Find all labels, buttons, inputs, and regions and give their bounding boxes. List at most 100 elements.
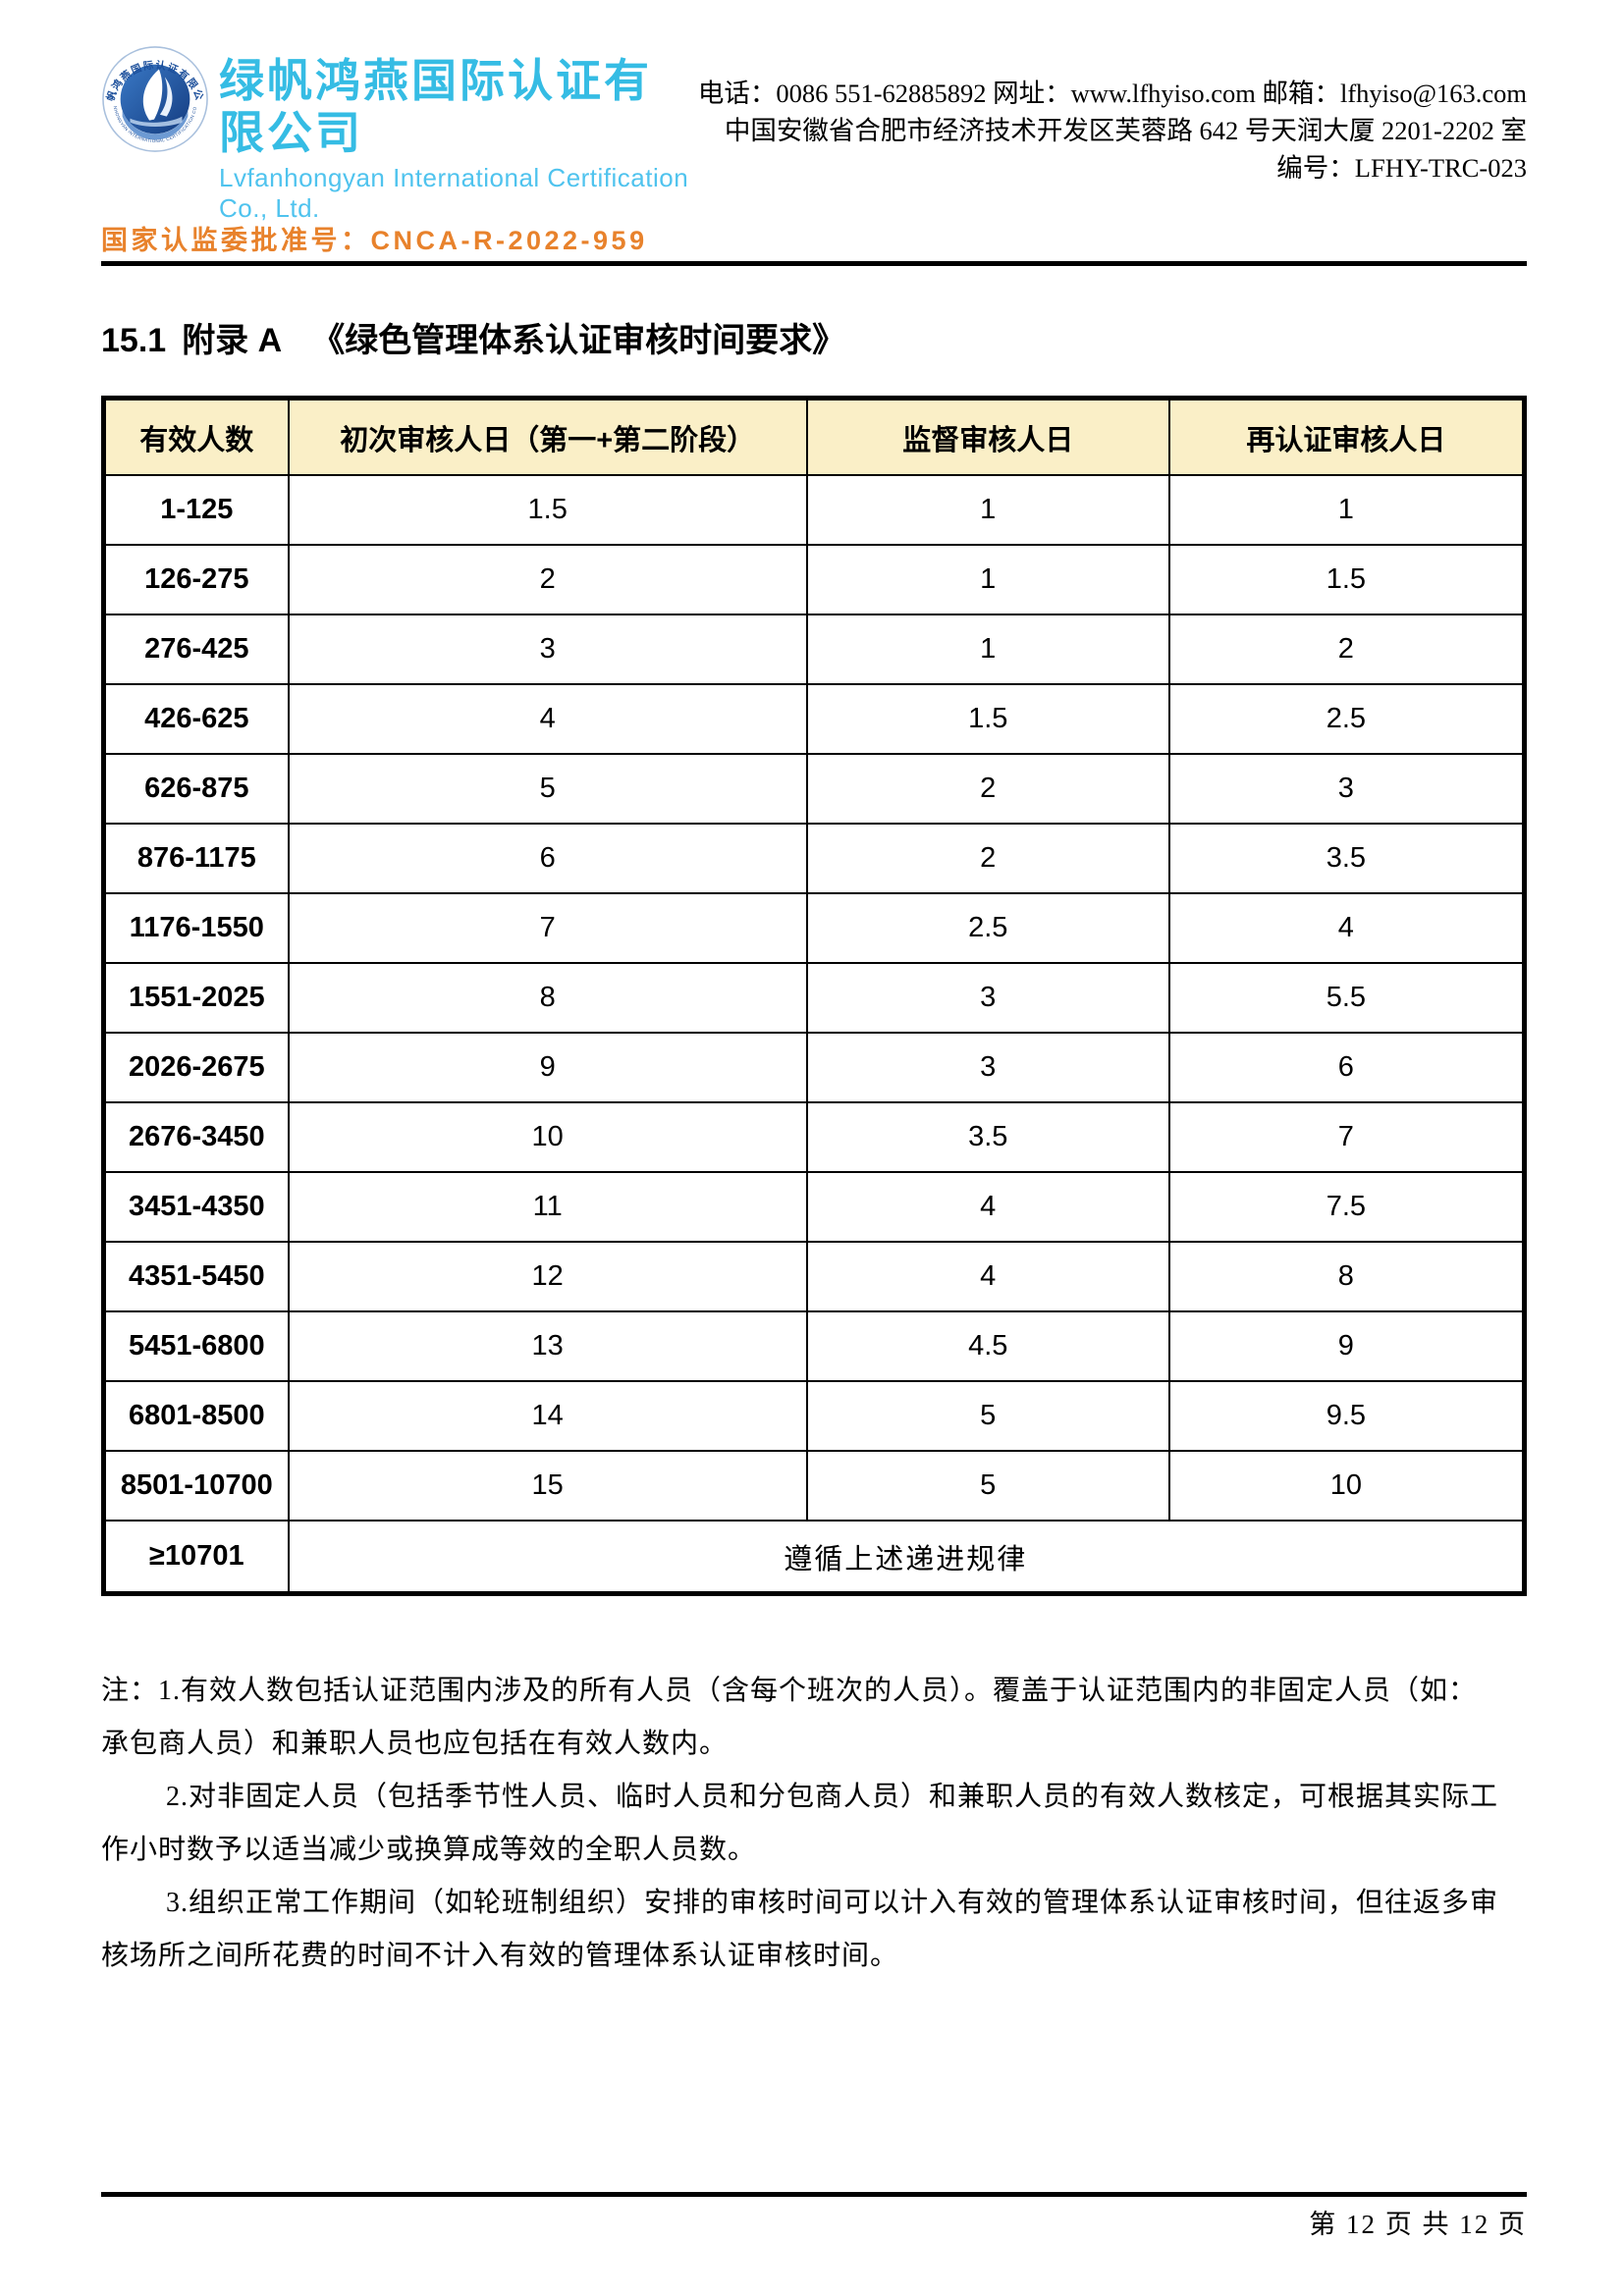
cell-range: 8501-10700	[102, 1450, 290, 1522]
cell-recert: 5.5	[1167, 962, 1526, 1035]
cell-surveillance: 1	[805, 474, 1170, 547]
cell-recert: 9.5	[1167, 1380, 1526, 1453]
cell-surveillance: 2	[805, 823, 1170, 895]
cell-surveillance: 1.5	[805, 683, 1170, 756]
cell-initial: 5	[287, 753, 808, 826]
cell-range: 426-625	[102, 683, 290, 756]
notes-block: 注：1.有效人数包括认证范围内涉及的所有人员（含每个班次的人员）。覆盖于认证范围…	[101, 1665, 1527, 1983]
appendix-name: 《绿色管理体系认证审核时间要求》	[311, 321, 846, 359]
cell-recert: 4	[1167, 892, 1526, 965]
cell-surveillance: 1	[805, 614, 1170, 686]
cell-surveillance: 2.5	[805, 892, 1170, 965]
cell-recert: 2	[1167, 614, 1526, 686]
audit-time-table: 有效人数 初次审核人日（第一+第二阶段） 监督审核人日 再认证审核人日 1-12…	[101, 395, 1527, 1596]
table-row: 426-625 4 1.5 2.5	[102, 683, 1526, 756]
cell-recert: 7.5	[1167, 1171, 1526, 1244]
cell-initial: 12	[287, 1241, 808, 1313]
section-number: 15.1	[101, 321, 167, 359]
cell-initial: 13	[287, 1310, 808, 1383]
table-header-row: 有效人数 初次审核人日（第一+第二阶段） 监督审核人日 再认证审核人日	[102, 397, 1526, 477]
cell-final-note: 遵循上述递进规律	[287, 1520, 1526, 1595]
cell-range: 876-1175	[102, 823, 290, 895]
table-row: 626-875 5 2 3	[102, 753, 1526, 826]
note-line: 注：1.有效人数包括认证范围内涉及的所有人员（含每个班次的人员）。覆盖于认证范围…	[101, 1675, 1478, 1706]
cell-range: 1176-1550	[102, 892, 290, 965]
cell-recert: 9	[1167, 1310, 1526, 1383]
footer-divider-rule: 第 12 页 共 12 页	[101, 2192, 1527, 2241]
note-line: 承包商人员）和兼职人员也应包括在有效人数内。	[101, 1728, 729, 1759]
cell-initial: 9	[287, 1032, 808, 1104]
cell-initial: 8	[287, 962, 808, 1035]
cell-initial: 1.5	[287, 474, 808, 547]
table-row: 276-425 3 1 2	[102, 614, 1526, 686]
note-line: 2.对非固定人员（包括季节性人员、临时人员和分包商人员）和兼职人员的有效人数核定…	[166, 1781, 1499, 1812]
table-row: 126-275 2 1 1.5	[102, 544, 1526, 616]
table-row: 4351-5450 12 4 8	[102, 1241, 1526, 1313]
section-title: 15.1 附录 A 《绿色管理体系认证审核时间要求》	[101, 321, 1527, 360]
header-recert-audit-days: 再认证审核人日	[1167, 397, 1526, 477]
cell-surveillance: 1	[805, 544, 1170, 616]
company-name-en: Lvfanhongyan International Certification…	[219, 162, 689, 223]
table-row: 1-125 1.5 1 1	[102, 474, 1526, 547]
cell-initial: 10	[287, 1101, 808, 1174]
header-initial-audit-days: 初次审核人日（第一+第二阶段）	[287, 397, 808, 477]
cell-surveillance: 4	[805, 1171, 1170, 1244]
cell-surveillance: 5	[805, 1450, 1170, 1522]
company-logo-emblem: 绿帆鸿燕国际认证有限公司 LVFANHONGYAN INTERNATIONAL …	[102, 46, 208, 152]
cell-recert: 8	[1167, 1241, 1526, 1313]
table-row: 5451-6800 13 4.5 9	[102, 1310, 1526, 1383]
table-final-row: ≥10701 遵循上述递进规律	[102, 1520, 1526, 1595]
cell-initial: 15	[287, 1450, 808, 1522]
cell-range: 4351-5450	[102, 1241, 290, 1313]
cell-recert: 6	[1167, 1032, 1526, 1104]
contact-info-block: 电话：0086 551-62885892 网址：www.lfhyiso.com …	[698, 45, 1527, 187]
cell-initial: 2	[287, 544, 808, 616]
cell-initial: 14	[287, 1380, 808, 1453]
cell-recert: 7	[1167, 1101, 1526, 1174]
cell-surveillance: 2	[805, 753, 1170, 826]
cell-range: 2676-3450	[102, 1101, 290, 1174]
cell-recert: 1	[1167, 474, 1526, 547]
cell-surveillance: 5	[805, 1380, 1170, 1453]
contact-line-address: 中国安徽省合肥市经济技术开发区芙蓉路 642 号天润大厦 2201-2202 室	[724, 116, 1527, 145]
cell-initial: 3	[287, 614, 808, 686]
cell-recert: 10	[1167, 1450, 1526, 1522]
contact-line-phone-web-mail: 电话：0086 551-62885892 网址：www.lfhyiso.com …	[697, 79, 1527, 108]
cell-surveillance: 3	[805, 962, 1170, 1035]
cell-initial: 7	[287, 892, 808, 965]
cell-range: ≥10701	[102, 1520, 290, 1595]
header-divider-rule	[101, 260, 1527, 266]
company-logo-block: 绿帆鸿燕国际认证有限公司 LVFANHONGYAN INTERNATIONAL …	[101, 45, 698, 255]
cell-range: 276-425	[102, 614, 290, 686]
table-row: 6801-8500 14 5 9.5	[102, 1380, 1526, 1453]
cell-recert: 2.5	[1167, 683, 1526, 756]
cell-range: 1551-2025	[102, 962, 290, 1035]
header-effective-people: 有效人数	[102, 397, 290, 477]
table-row: 1551-2025 8 3 5.5	[102, 962, 1526, 1035]
table-row: 876-1175 6 2 3.5	[102, 823, 1526, 895]
header-surveillance-audit-days: 监督审核人日	[805, 397, 1170, 477]
table-row: 8501-10700 15 5 10	[102, 1450, 1526, 1522]
document-number: 编号：LFHY-TRC-023	[1276, 153, 1527, 183]
company-name-zh: 绿帆鸿燕国际认证有限公司	[219, 55, 652, 158]
cell-initial: 11	[287, 1171, 808, 1244]
appendix-label: 附录 A	[182, 321, 283, 359]
table-row: 2026-2675 9 3 6	[102, 1032, 1526, 1104]
note-line: 核场所之间所花费的时间不计入有效的管理体系认证审核时间。	[101, 1940, 899, 1971]
note-line: 作小时数予以适当减少或换算成等效的全职人员数。	[101, 1834, 757, 1865]
cell-range: 6801-8500	[102, 1380, 290, 1453]
cell-range: 2026-2675	[102, 1032, 290, 1104]
table-row: 1176-1550 7 2.5 4	[102, 892, 1526, 965]
cell-range: 626-875	[102, 753, 290, 826]
accreditation-number: 国家认监委批准号：CNCA-R-2022-959	[101, 225, 648, 255]
cell-surveillance: 4	[805, 1241, 1170, 1313]
cell-recert: 3	[1167, 753, 1526, 826]
note-line: 3.组织正常工作期间（如轮班制组织）安排的审核时间可以计入有效的管理体系认证审核…	[166, 1887, 1499, 1918]
table-row: 3451-4350 11 4 7.5	[102, 1171, 1526, 1244]
cell-range: 3451-4350	[102, 1171, 290, 1244]
table-row: 2676-3450 10 3.5 7	[102, 1101, 1526, 1174]
cell-initial: 6	[287, 823, 808, 895]
page-header: 绿帆鸿燕国际认证有限公司 LVFANHONGYAN INTERNATIONAL …	[101, 45, 1527, 255]
cell-recert: 1.5	[1167, 544, 1526, 616]
